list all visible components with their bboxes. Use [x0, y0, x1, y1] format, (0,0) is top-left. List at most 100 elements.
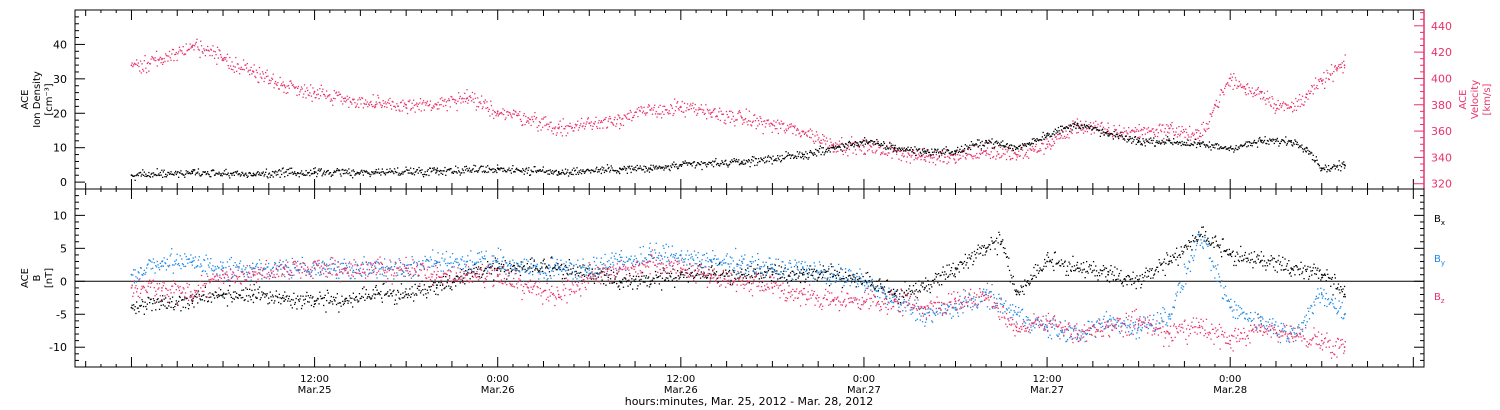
bx-series-sample [896, 290, 898, 292]
bx-series-sample [780, 266, 783, 268]
velocity-series-sample [851, 142, 853, 145]
bx-series-sample [476, 273, 478, 275]
density-series-sample [1327, 169, 1329, 171]
density-series-sample [995, 141, 997, 143]
density-series-sample [676, 166, 678, 168]
bx-series-sample [928, 288, 931, 290]
density-series-sample [522, 169, 525, 171]
velocity-series-sample [1005, 148, 1007, 151]
density-series-sample [345, 172, 348, 174]
velocity-series-sample [1208, 127, 1210, 130]
velocity-series-sample [1279, 103, 1282, 105]
density-series-sample [307, 172, 309, 174]
bx-series-sample [1030, 274, 1032, 276]
density-series-sample [197, 168, 200, 170]
bx-series-sample [300, 295, 302, 297]
bx-series-sample [283, 297, 285, 299]
density-series-sample [881, 144, 883, 147]
velocity-series-sample [910, 156, 912, 158]
density-series-sample [347, 173, 349, 175]
density-series-sample [776, 160, 778, 162]
velocity-series-sample [616, 118, 618, 121]
bx-series-sample [440, 281, 442, 284]
bx-series-sample [746, 274, 748, 277]
velocity-series-point [1198, 135, 1201, 138]
velocity-series-sample [995, 158, 997, 160]
bx-series-sample [720, 273, 722, 276]
velocity-series-sample [343, 100, 345, 102]
density-series-point [954, 150, 957, 153]
velocity-series-sample [1030, 149, 1032, 151]
bx-series-sample [345, 297, 347, 300]
density-series-sample [703, 162, 705, 164]
density-series-sample [525, 167, 528, 169]
velocity-series-sample [724, 119, 726, 121]
density-series-sample [471, 169, 474, 171]
density-series-sample [576, 167, 578, 169]
velocity-series-sample [1234, 84, 1236, 87]
density-series-sample [909, 149, 911, 151]
bx-series-sample [782, 273, 784, 275]
density-series-sample [1185, 142, 1188, 144]
velocity-series-sample [564, 125, 567, 128]
bx-series-sample [712, 269, 714, 271]
density-series-sample [1047, 134, 1050, 136]
density-series-sample [983, 145, 985, 147]
bx-series-sample [484, 269, 486, 271]
velocity-series-sample [1101, 121, 1103, 124]
bx-series-sample [217, 294, 219, 296]
bx-series-sample [295, 297, 297, 300]
density-series-sample [883, 142, 886, 145]
velocity-series-sample [866, 140, 868, 142]
bx-series-sample [517, 265, 519, 267]
velocity-series-sample [944, 156, 946, 158]
density-series-sample [580, 169, 582, 171]
density-series-sample [695, 165, 697, 167]
density-series-sample [1343, 161, 1345, 163]
density-series-sample [258, 172, 261, 174]
density-series-sample [296, 173, 298, 175]
velocity-series-sample [619, 128, 621, 130]
density-series-sample [638, 167, 640, 169]
velocity-series-sample [535, 118, 537, 120]
velocity-series-sample [1340, 63, 1342, 66]
bx-series-sample [542, 260, 544, 262]
velocity-series-point [1320, 80, 1323, 82]
density-series-sample [1061, 125, 1063, 127]
bx-series-sample [783, 270, 785, 272]
density-series-sample [777, 157, 779, 159]
bx-series-sample [281, 296, 284, 299]
bx-series-sample [1044, 262, 1047, 264]
density-series-sample [830, 146, 832, 149]
density-series-sample [892, 144, 894, 146]
density-series-sample [662, 166, 664, 168]
velocity-series-sample [1282, 103, 1284, 105]
velocity-series-sample [976, 153, 978, 155]
density-series-sample [199, 175, 201, 177]
density-series-sample [546, 170, 548, 172]
velocity-series-sample [1146, 128, 1148, 130]
density-series-sample [1270, 139, 1272, 141]
density-series-sample [1215, 144, 1217, 146]
velocity-series-sample [337, 94, 339, 96]
bx-series-sample [315, 300, 317, 302]
bx-series-sample [269, 291, 271, 293]
density-series-sample [1137, 141, 1140, 143]
velocity-series-sample [164, 60, 166, 63]
velocity-series-sample [174, 53, 176, 56]
density-series-sample [1117, 136, 1119, 138]
density-series-sample [171, 173, 174, 175]
density-series-sample [945, 146, 947, 148]
bx-series-sample [133, 309, 136, 311]
density-series-sample [493, 168, 495, 170]
bx-series-sample [957, 264, 960, 266]
velocity-series-sample [259, 73, 261, 75]
density-series-sample [1118, 134, 1121, 137]
y2-tick-label: 420 [1431, 46, 1452, 59]
bx-series-sample [1016, 291, 1018, 293]
density-series-sample [352, 169, 354, 171]
density-series-sample [607, 167, 609, 170]
density-series-sample [590, 172, 592, 174]
bx-series-sample [876, 280, 878, 282]
velocity-series-sample [545, 124, 548, 126]
